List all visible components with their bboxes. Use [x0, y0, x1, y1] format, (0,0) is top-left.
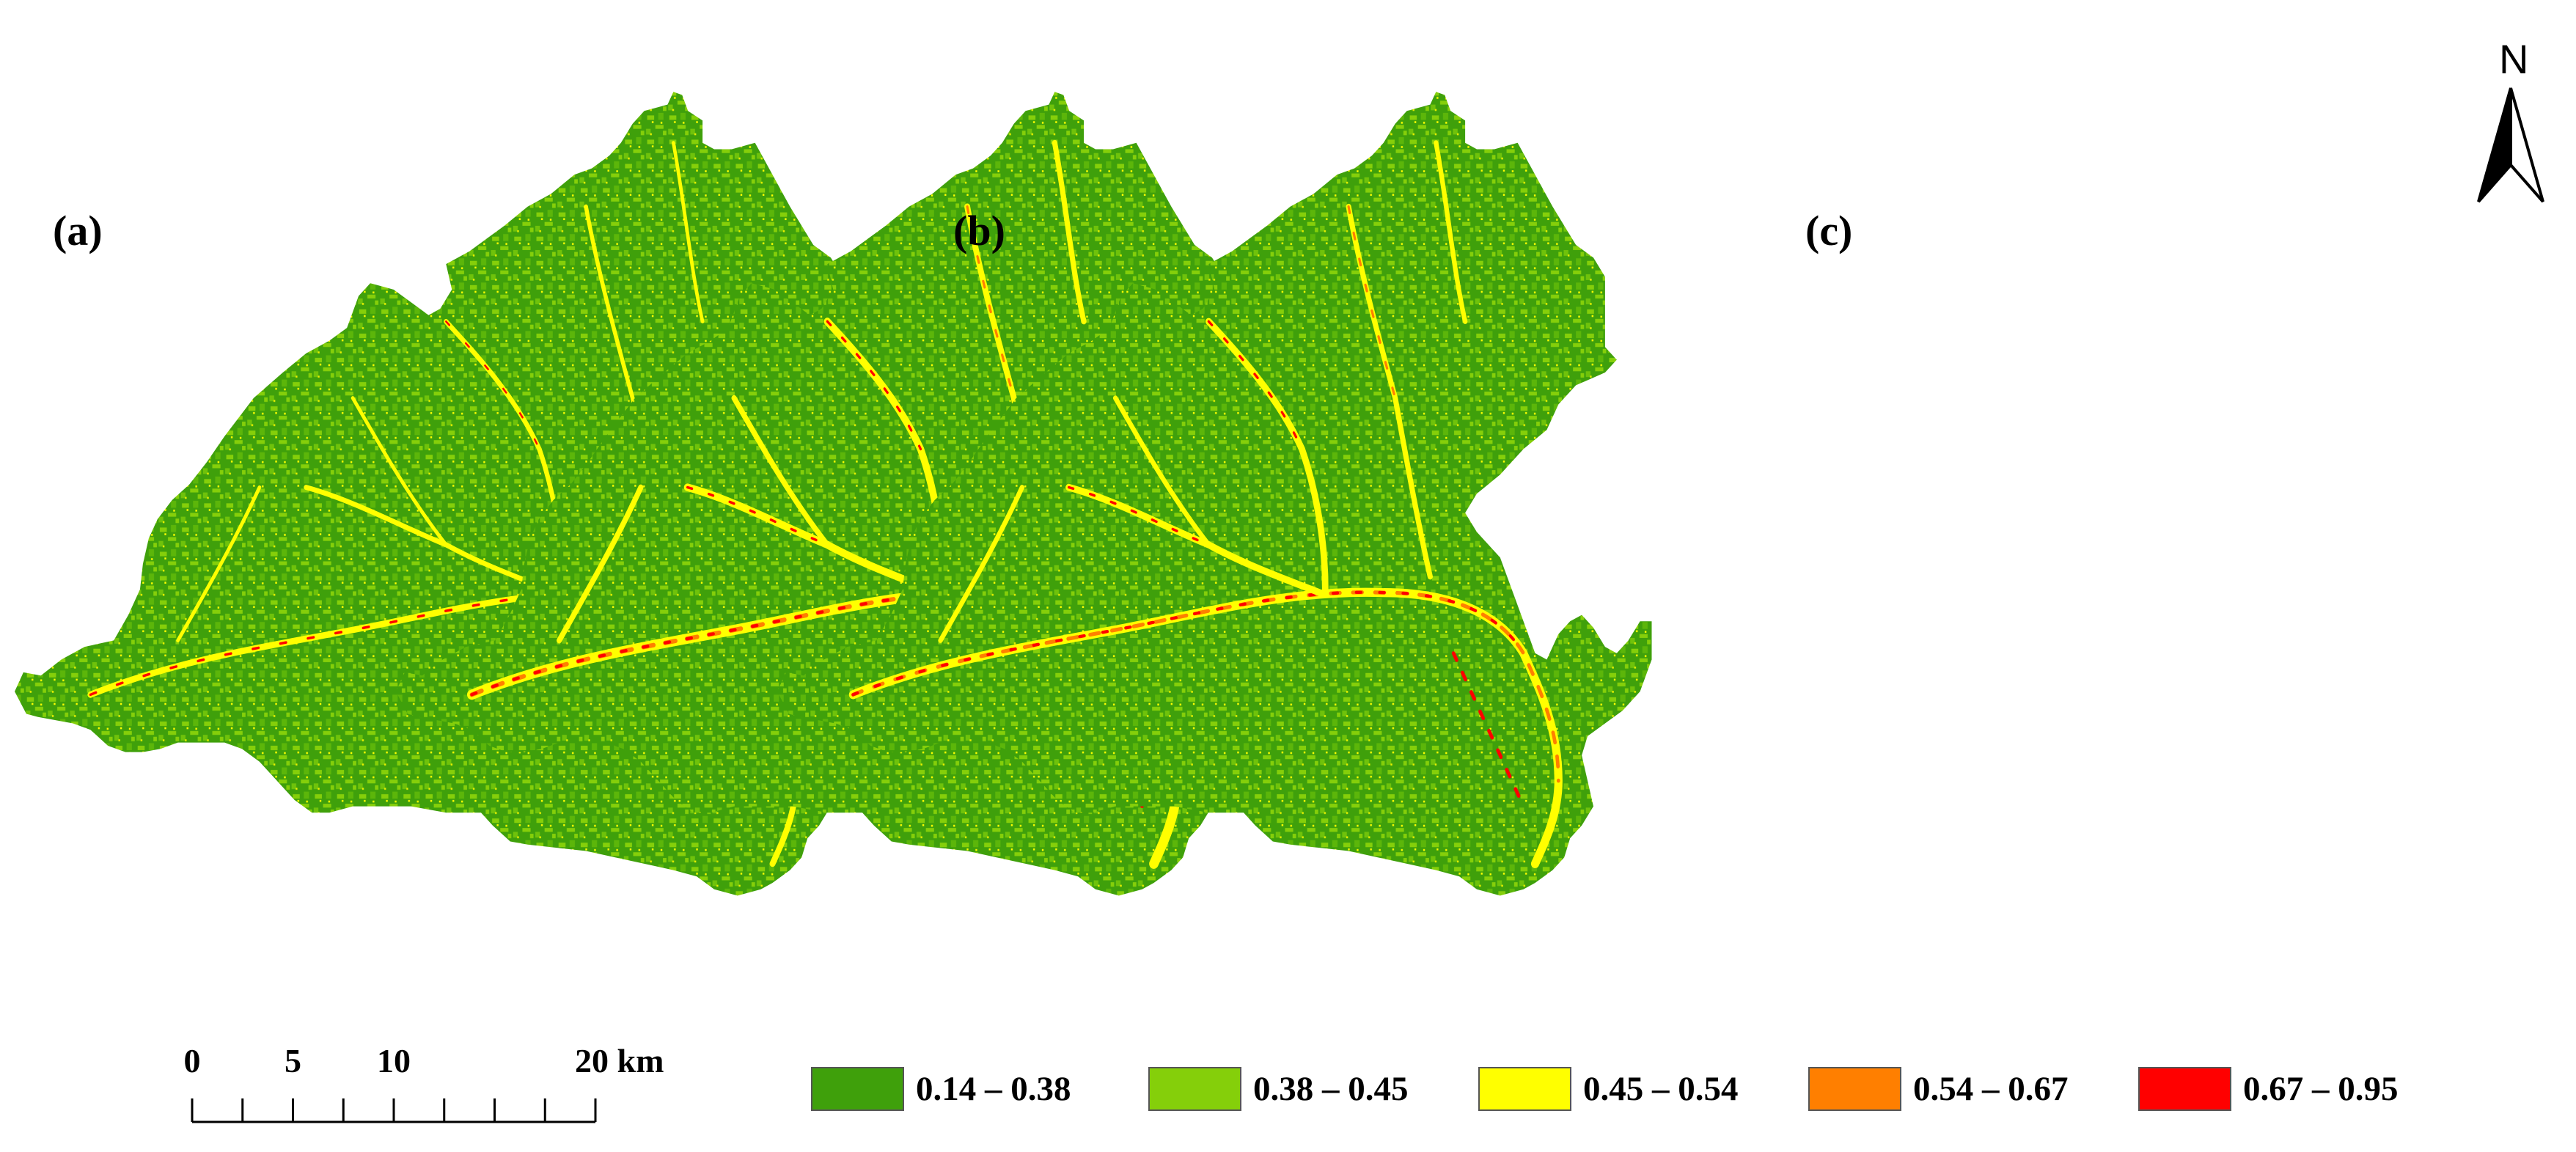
north-label: N	[2499, 36, 2528, 82]
scale-bar: 0 5 10 20 km	[184, 1042, 664, 1123]
legend-label: 0.45 – 0.54	[1583, 1070, 1739, 1108]
legend-label: 0.38 – 0.45	[1253, 1070, 1409, 1108]
legend: 0.14 – 0.38 0.38 – 0.45 0.45 – 0.54 0.54 – …	[811, 1067, 2399, 1111]
north-arrow-icon: N	[2477, 36, 2544, 203]
legend-swatch	[1478, 1067, 1571, 1111]
legend-label: 0.67 – 0.95	[2243, 1070, 2399, 1108]
panel-label-b: (b)	[953, 207, 1005, 254]
legend-swatch	[811, 1067, 904, 1111]
legend-swatch	[1148, 1067, 1241, 1111]
legend-label: 0.54 – 0.67	[1913, 1070, 2069, 1108]
map-panel-c	[777, 92, 1652, 896]
scale-bar-label: 20 km	[575, 1042, 664, 1079]
legend-swatch	[2138, 1067, 2231, 1111]
scale-bar-label: 0	[184, 1042, 201, 1079]
legend-label: 0.14 – 0.38	[916, 1070, 1071, 1108]
stream-network-c	[848, 140, 1563, 868]
scale-bar-label: 5	[285, 1042, 301, 1079]
panel-label-c: (c)	[1805, 207, 1852, 254]
scale-bar-label: 10	[377, 1042, 411, 1079]
panel-label-a: (a)	[53, 207, 103, 254]
legend-swatch	[1808, 1067, 1901, 1111]
